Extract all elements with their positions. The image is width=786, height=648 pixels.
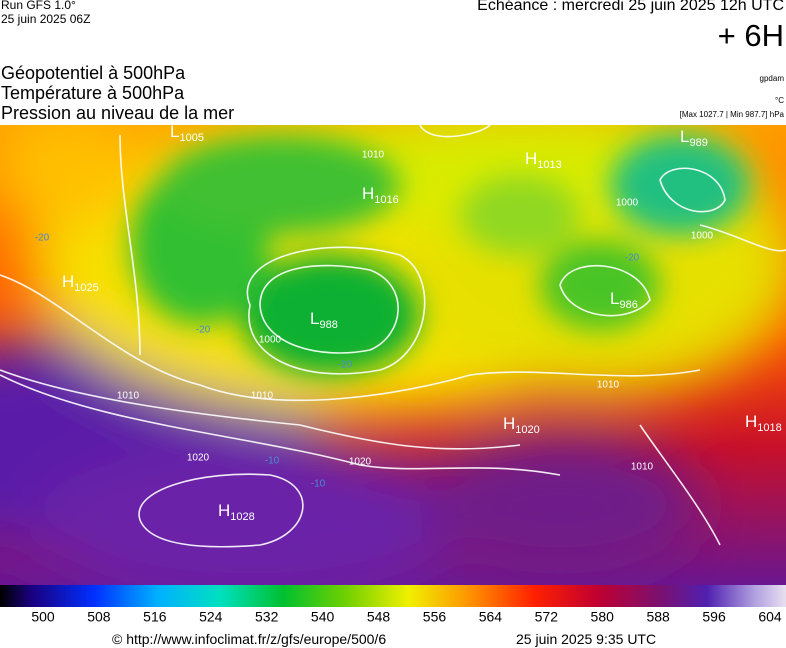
pressure-center: H1016 — [362, 184, 399, 205]
colorbar-tick-label: 572 — [535, 609, 559, 625]
echeance: Echéance : mercredi 25 juin 2025 12h UTC — [477, 0, 784, 14]
pressure-center: H1025 — [62, 272, 99, 293]
footer-url: © http://www.infoclimat.fr/z/gfs/europe/… — [112, 631, 387, 647]
colorbar-tick-label: 516 — [143, 609, 167, 625]
center-kind: H — [745, 412, 757, 431]
isobar-label: 1020 — [187, 453, 210, 464]
center-value: 988 — [319, 319, 337, 331]
colorbar-tick-label: 548 — [367, 609, 391, 625]
center-kind: L — [310, 309, 319, 328]
unit: [Max 1027.7 | Min 987.7] hPa — [679, 110, 784, 119]
colorbar-tick-label: 556 — [423, 609, 447, 625]
isobar-label: 1010 — [251, 391, 274, 402]
isobar-label: 1000 — [616, 198, 639, 209]
pressure-center: H1018 — [745, 412, 782, 433]
center-kind: H — [62, 272, 74, 291]
center-value: 1028 — [230, 511, 254, 523]
isobar-label: 1010 — [597, 380, 620, 391]
center-kind: L — [610, 289, 619, 308]
run: Run GFS 1.0° — [1, 0, 76, 12]
colorbar-tick-label: 596 — [702, 609, 726, 625]
colorbar-tick-label: 580 — [591, 609, 615, 625]
title: Température à 500hPa — [1, 83, 185, 103]
run-date: 25 juin 2025 06Z — [1, 12, 91, 26]
colorbar-tick-label: 588 — [646, 609, 670, 625]
colorbar-tick-label: 540 — [311, 609, 335, 625]
colorbar-tick-label: 604 — [758, 609, 782, 625]
temperature-label: -10 — [265, 456, 280, 467]
colorbar-tick-label: 500 — [31, 609, 55, 625]
isobar-label: 1020 — [349, 457, 372, 468]
center-value: 989 — [689, 137, 707, 149]
unit: °C — [775, 96, 784, 105]
temperature-label: -20 — [196, 325, 211, 336]
center-kind: H — [503, 414, 515, 433]
colorbar — [0, 585, 786, 607]
pressure-center: H1020 — [503, 414, 540, 435]
title: Pression au niveau de la mer — [1, 103, 235, 123]
colorbar-tick-label: 532 — [255, 609, 279, 625]
colorbar-tick-label: 508 — [87, 609, 111, 625]
center-value: 986 — [619, 299, 637, 311]
isobar-label: 1000 — [259, 335, 282, 346]
footer-date: 25 juin 2025 9:35 UTC — [516, 631, 657, 647]
temperature-label: -20 — [338, 360, 353, 371]
isobar-label: 1010 — [362, 150, 385, 161]
center-value: 1016 — [374, 194, 398, 206]
pressure-center: H1013 — [525, 149, 562, 170]
title: Géopotentiel à 500hPa — [1, 63, 186, 83]
pressure-center: L988 — [310, 309, 338, 330]
center-kind: H — [362, 184, 374, 203]
pressure-center: L989 — [680, 127, 708, 148]
center-kind: H — [525, 149, 537, 168]
center-value: 1013 — [537, 159, 561, 171]
unit: gpdam — [759, 74, 784, 83]
temperature-label: -20 — [35, 233, 50, 244]
temperature-label: -20 — [625, 253, 640, 264]
center-kind: L — [170, 125, 179, 141]
center-value: 1005 — [179, 132, 203, 144]
temperature-label: -10 — [311, 479, 326, 490]
lead-time: + 6H — [717, 18, 784, 53]
colorbar-tick-label: 524 — [199, 609, 223, 625]
isobar-label: 1010 — [117, 391, 140, 402]
pressure-center: L1005 — [170, 125, 204, 144]
pressure-center: L986 — [610, 289, 638, 310]
center-kind: L — [680, 127, 689, 146]
isobar-label: 1010 — [631, 462, 654, 473]
isobar-label: 1000 — [691, 231, 714, 242]
colorbar-tick-label: 564 — [479, 609, 503, 625]
center-value: 1025 — [74, 282, 98, 294]
center-value: 1020 — [515, 424, 539, 436]
center-kind: H — [218, 501, 230, 520]
pressure-center: H1028 — [218, 501, 255, 522]
colorbar-ticks: 500 508 516 524 532 540 548 556 564 572 580 588 596 6… — [31, 609, 782, 625]
center-value: 1018 — [757, 422, 781, 434]
